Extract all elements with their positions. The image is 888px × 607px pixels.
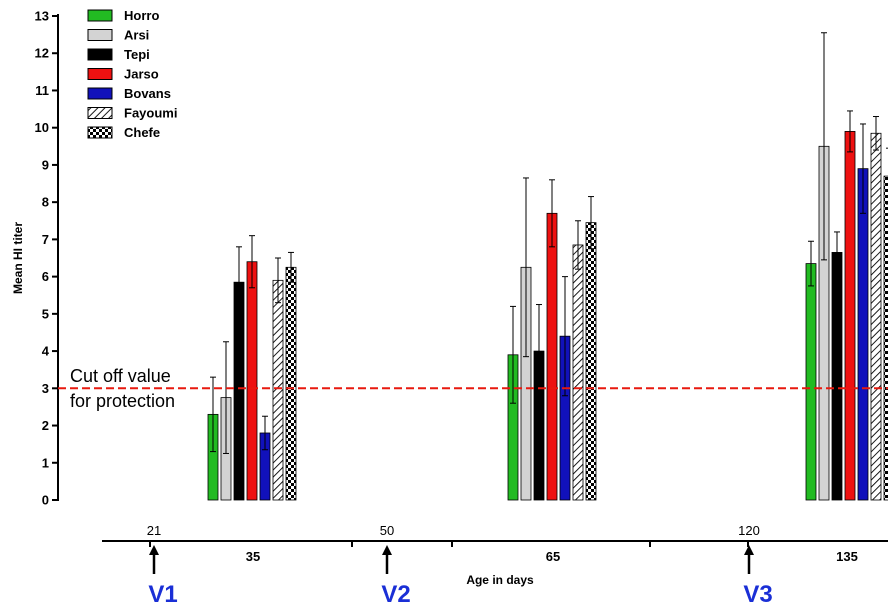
legend-label-tepi: Tepi [124, 47, 150, 62]
up-arrow-icon [744, 545, 754, 555]
y-axis-title: Mean HI titer [11, 222, 25, 294]
y-tick-label: 7 [42, 232, 49, 247]
y-tick-label: 3 [42, 381, 49, 396]
legend-swatch-horro [87, 9, 113, 22]
x-category-label-35: 35 [246, 549, 260, 564]
y-tick-label: 8 [42, 195, 49, 210]
x-axis-title: Age in days [466, 573, 534, 587]
y-tick-label: 13 [35, 9, 49, 24]
legend-swatch-tepi [87, 48, 113, 61]
bar-fayoumi-135 [870, 132, 882, 501]
y-tick-label: 5 [42, 306, 49, 321]
x-axis: 35 65 135 21 V1 50 V2 120 V3 [102, 523, 888, 607]
legend-swatch-bovans [87, 87, 113, 100]
legend-swatch-chefe [87, 126, 113, 139]
legend-label-horro: Horro [124, 8, 159, 23]
legend-label-bovans: Bovans [124, 86, 171, 101]
y-tick-label: 9 [42, 157, 49, 172]
y-tick-label: 4 [42, 344, 50, 359]
vaccination-day-label-v1: 21 [147, 523, 161, 538]
bar-tepi-135 [831, 252, 843, 501]
x-category-label-65: 65 [546, 549, 560, 564]
up-arrow-icon [382, 545, 392, 555]
vaccination-label-v2: V2 [381, 581, 410, 607]
vaccination-label-v1: V1 [148, 581, 177, 607]
bar-jarso-135 [844, 131, 856, 501]
bar-chefe-135 [883, 175, 888, 501]
bar-jarso-35 [246, 261, 258, 501]
bar-horro-135 [805, 263, 817, 501]
vaccination-day-label-v3: 120 [738, 523, 760, 538]
y-tick-label: 10 [35, 120, 49, 135]
legend-label-fayoumi: Fayoumi [124, 106, 177, 121]
legend-swatch-arsi [87, 29, 113, 41]
y-tick-label: 6 [42, 269, 49, 284]
y-tick-label: 1 [42, 455, 49, 470]
legend-label-chefe: Chefe [124, 125, 160, 140]
bar-chefe-35 [285, 266, 297, 501]
y-tick-label: 2 [42, 418, 49, 433]
y-tick-label: 12 [35, 46, 49, 61]
cutoff-annotation-line2: for protection [70, 391, 175, 411]
bars-group [207, 32, 888, 501]
bar-chefe-65 [585, 222, 597, 501]
x-category-label-135: 135 [836, 549, 858, 564]
legend-label-jarso: Jarso [124, 67, 159, 82]
y-tick-label: 11 [35, 83, 49, 98]
legend-label-arsi: Arsi [124, 28, 149, 43]
bar-fayoumi-65 [572, 244, 584, 501]
vaccination-label-v3: V3 [743, 581, 772, 607]
vaccination-day-label-v2: 50 [380, 523, 394, 538]
cutoff-annotation-line1: Cut off value [70, 366, 171, 386]
legend-swatch-fayoumi [87, 107, 113, 119]
legend-swatch-jarso [87, 68, 113, 80]
up-arrow-icon [149, 545, 159, 555]
bar-jarso-65 [546, 212, 558, 501]
bar-bovans-135 [857, 168, 869, 501]
legend: Horro Arsi Tepi Jarso Bovans Fayoumi Chefe [87, 8, 177, 140]
bar-fayoumi-35 [272, 279, 284, 501]
y-tick-label: 0 [42, 493, 49, 508]
